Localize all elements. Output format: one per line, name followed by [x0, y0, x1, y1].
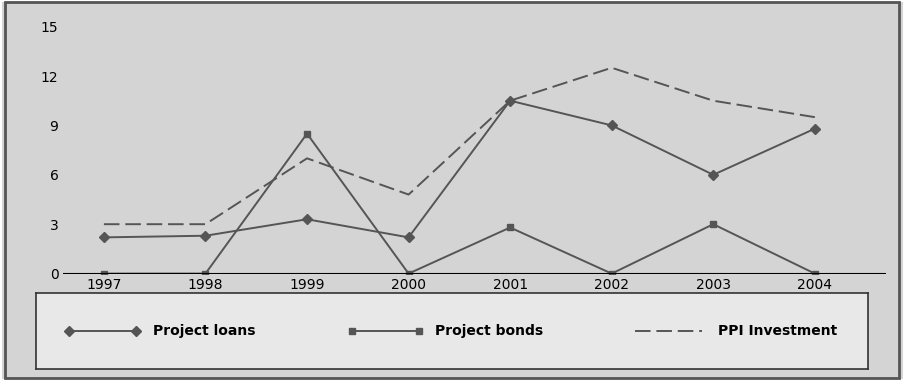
- Text: Project bonds: Project bonds: [435, 324, 543, 337]
- Text: PPI Investment: PPI Investment: [717, 324, 836, 337]
- Text: Project loans: Project loans: [153, 324, 255, 337]
